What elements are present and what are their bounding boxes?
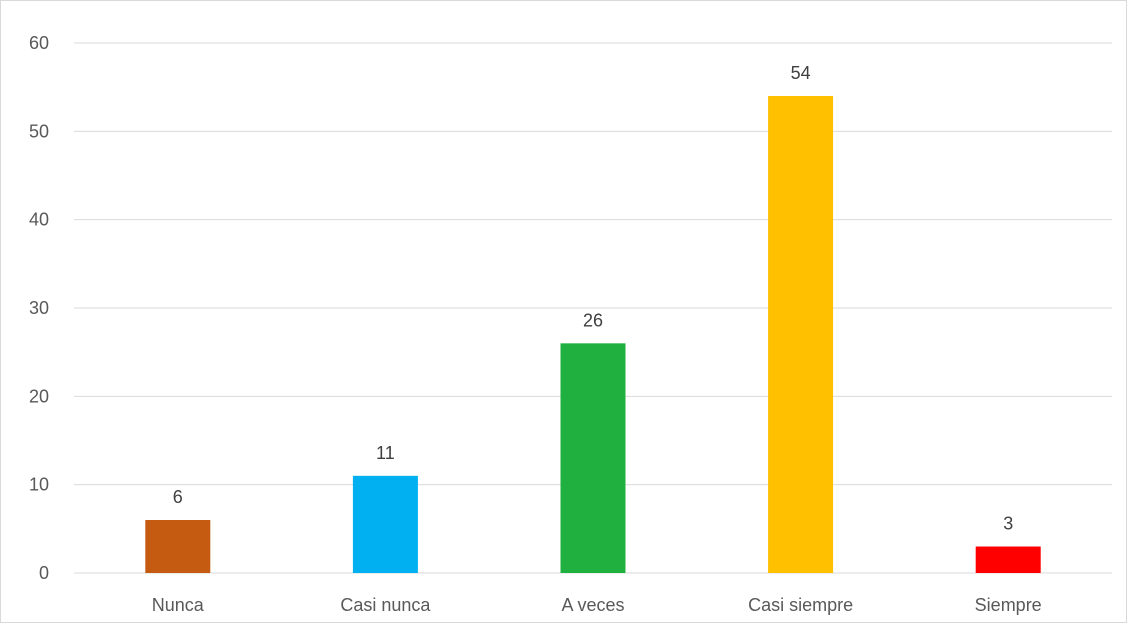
bar-siempre: [975, 546, 1041, 573]
bars: [145, 96, 1041, 573]
data-labels: 6 11 26 54 3: [173, 63, 1013, 534]
y-tick-label: 60: [29, 33, 49, 53]
bar-casi-nunca: [352, 475, 418, 573]
category-label: Siempre: [975, 595, 1042, 615]
data-label: 26: [583, 310, 603, 330]
y-axis-tick-labels: 0 10 20 30 40 50 60: [29, 33, 49, 583]
category-label: A veces: [561, 595, 624, 615]
data-label: 54: [791, 63, 811, 83]
data-label: 3: [1003, 514, 1013, 534]
bar-a-veces: [560, 343, 626, 573]
x-axis-category-labels: Nunca Casi nunca A veces Casi siempre Siempr…: [152, 595, 1042, 615]
bar-casi-siempre: [768, 96, 834, 573]
data-label: 11: [376, 443, 395, 463]
bar-nunca: [145, 520, 211, 573]
category-label: Casi nunca: [340, 595, 431, 615]
y-tick-label: 10: [29, 475, 49, 495]
category-label: Nunca: [152, 595, 205, 615]
y-tick-label: 0: [39, 563, 49, 583]
category-label: Casi siempre: [748, 595, 853, 615]
y-tick-label: 20: [29, 386, 49, 406]
y-tick-label: 30: [29, 298, 49, 318]
y-tick-label: 40: [29, 210, 49, 230]
data-label: 6: [173, 487, 183, 507]
y-tick-label: 50: [29, 121, 49, 141]
